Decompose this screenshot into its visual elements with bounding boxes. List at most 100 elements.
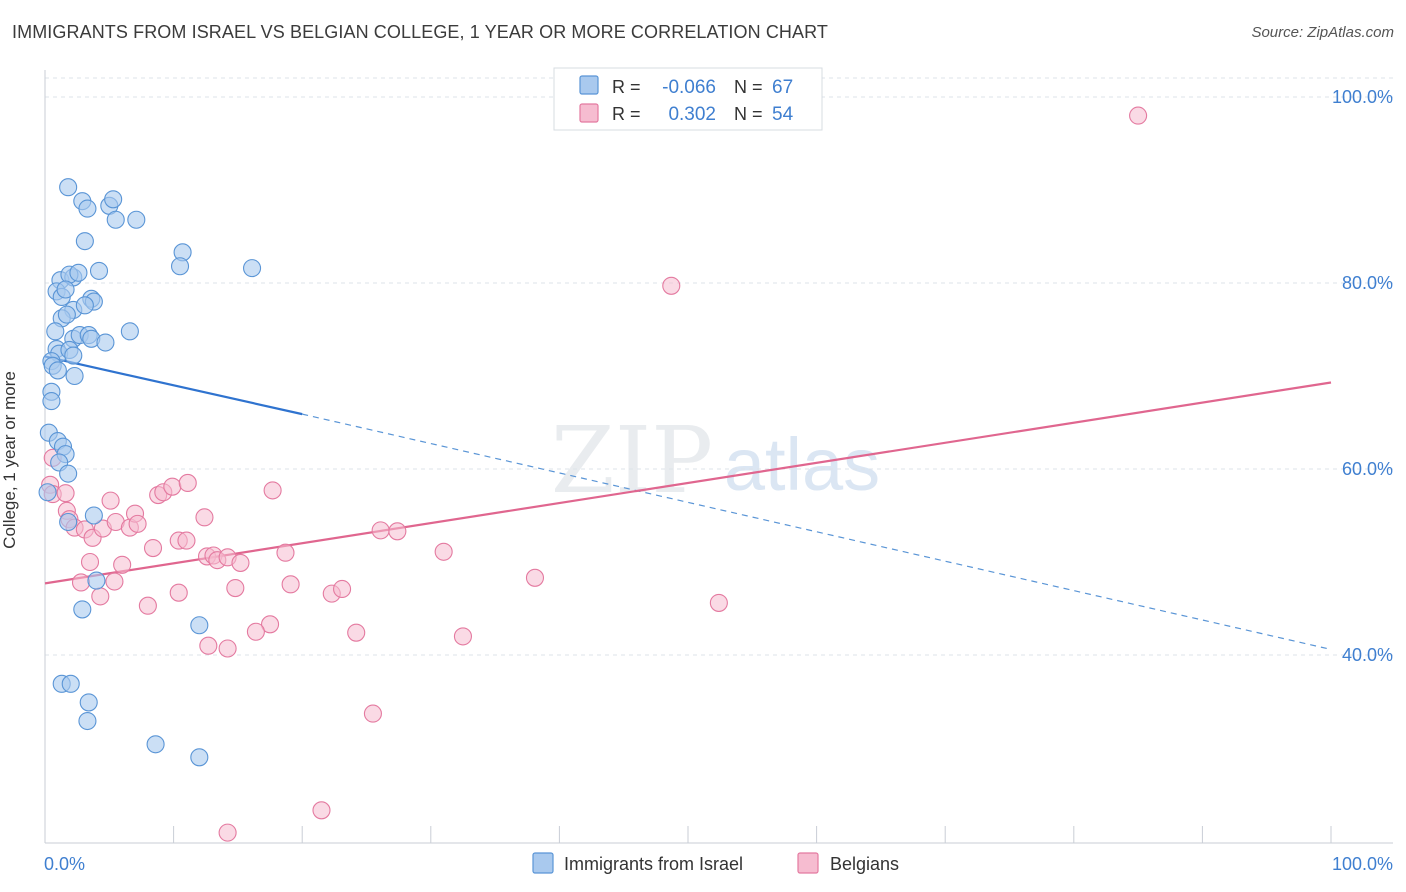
point-belgians-53 bbox=[453, 627, 473, 646]
point-belgians-25 bbox=[177, 531, 196, 550]
point-belgians-45 bbox=[333, 579, 352, 599]
bottom-legend-belgians: Belgians bbox=[830, 854, 899, 874]
point-belgians-43 bbox=[281, 575, 300, 594]
point-israel-59 bbox=[190, 748, 209, 767]
point-belgians-32 bbox=[371, 521, 390, 540]
point-belgians-5 bbox=[56, 484, 75, 503]
point-belgians-37 bbox=[105, 572, 124, 591]
point-belgians-40 bbox=[138, 596, 157, 615]
point-israel-0 bbox=[59, 178, 78, 197]
point-israel-10 bbox=[242, 259, 262, 278]
point-belgians-21 bbox=[195, 508, 214, 527]
point-israel-25 bbox=[46, 322, 65, 341]
point-israel-52 bbox=[73, 600, 92, 619]
point-belgians-42 bbox=[226, 578, 245, 598]
point-belgians-39 bbox=[91, 587, 110, 606]
point-israel-47 bbox=[59, 464, 78, 483]
point-belgians-49 bbox=[246, 622, 265, 641]
tick-labels: 40.0% 60.0% 80.0% 100.0% 0.0% 100.0% bbox=[44, 87, 1393, 874]
series-legend: Immigrants from Israel Belgians bbox=[532, 852, 899, 874]
point-belgians-38 bbox=[71, 573, 91, 592]
point-israel-7 bbox=[75, 232, 94, 251]
legend-n-label-1: N = bbox=[734, 77, 763, 97]
point-israel-2 bbox=[78, 199, 97, 218]
bottom-legend-israel: Immigrants from Israel bbox=[564, 854, 743, 874]
x-tick-label-1: 100.0% bbox=[1332, 854, 1393, 874]
point-belgians-33 bbox=[388, 522, 407, 541]
legend-n-value-1: 67 bbox=[772, 77, 793, 98]
point-israel-53 bbox=[190, 616, 209, 635]
bottom-swatch-belgians bbox=[797, 852, 819, 874]
point-israel-4 bbox=[104, 190, 123, 209]
y-tick-label-1: 60.0% bbox=[1342, 459, 1393, 479]
point-belgians-48 bbox=[260, 615, 280, 634]
trend-lines bbox=[44, 355, 1332, 651]
point-belgians-51 bbox=[218, 639, 237, 658]
point-israel-24 bbox=[57, 305, 76, 324]
point-belgians-31 bbox=[276, 543, 295, 562]
point-israel-39 bbox=[65, 366, 84, 386]
legend-swatch-belgians bbox=[579, 103, 599, 123]
point-israel-31 bbox=[96, 333, 115, 352]
y-tick-label-3: 100.0% bbox=[1332, 87, 1393, 107]
point-belgians-56 bbox=[218, 823, 237, 842]
point-belgians-0 bbox=[1129, 106, 1148, 125]
legend-r-value-1: -0.066 bbox=[662, 77, 716, 98]
legend-r-value-2: 0.302 bbox=[668, 104, 716, 125]
chart-title: IMMIGRANTS FROM ISRAEL VS BELGIAN COLLEG… bbox=[12, 22, 828, 42]
point-israel-22 bbox=[75, 296, 94, 315]
watermark-zip: ZIP bbox=[551, 407, 713, 514]
point-belgians-50 bbox=[199, 636, 218, 655]
bottom-swatch-israel bbox=[532, 852, 554, 874]
point-israel-51 bbox=[87, 571, 106, 590]
point-israel-6 bbox=[127, 210, 146, 229]
y-tick-label-2: 80.0% bbox=[1342, 273, 1393, 293]
point-israel-18 bbox=[56, 280, 75, 299]
point-belgians-46 bbox=[525, 568, 545, 587]
point-belgians-54 bbox=[363, 704, 382, 723]
trend-line-israel bbox=[44, 355, 303, 416]
legend-swatch-israel bbox=[579, 75, 599, 95]
legend-n-label-2: N = bbox=[734, 104, 763, 124]
point-belgians-36 bbox=[113, 555, 132, 574]
point-israel-48 bbox=[38, 483, 57, 502]
point-israel-50 bbox=[59, 512, 78, 532]
y-tick-label-0: 40.0% bbox=[1342, 645, 1393, 665]
point-belgians-30 bbox=[231, 553, 250, 572]
point-belgians-35 bbox=[80, 552, 100, 572]
point-belgians-19 bbox=[163, 477, 182, 496]
point-israel-57 bbox=[78, 711, 97, 731]
x-tick-label-0: 0.0% bbox=[44, 854, 85, 874]
israel-points bbox=[38, 178, 262, 767]
point-israel-41 bbox=[42, 392, 61, 411]
point-belgians-20 bbox=[178, 473, 197, 493]
point-belgians-34 bbox=[434, 542, 453, 561]
point-israel-14 bbox=[69, 263, 88, 282]
point-israel-38 bbox=[48, 361, 67, 380]
point-israel-15 bbox=[89, 261, 109, 280]
point-israel-56 bbox=[79, 693, 98, 712]
point-israel-5 bbox=[106, 210, 125, 229]
trend-line-belgians bbox=[44, 381, 1332, 585]
point-israel-35 bbox=[64, 346, 83, 365]
point-belgians-12 bbox=[101, 491, 120, 510]
source-label: Source: ZipAtlas.com bbox=[1251, 24, 1394, 41]
point-belgians-52 bbox=[347, 623, 366, 642]
point-israel-26 bbox=[120, 322, 139, 341]
point-belgians-1 bbox=[662, 276, 681, 295]
watermark: ZIP atlas bbox=[551, 407, 880, 514]
point-belgians-41 bbox=[169, 583, 188, 602]
legend-r-label-2: R = bbox=[612, 104, 641, 124]
belgians-points bbox=[41, 106, 1148, 842]
point-israel-49 bbox=[84, 506, 103, 525]
point-israel-9 bbox=[170, 257, 190, 276]
axes bbox=[44, 70, 1393, 844]
correlation-legend: R = -0.066 N = 67 R = 0.302 N = 54 bbox=[553, 67, 823, 131]
point-belgians-22 bbox=[263, 481, 282, 500]
point-belgians-23 bbox=[143, 538, 163, 558]
point-belgians-16 bbox=[128, 514, 147, 533]
point-israel-55 bbox=[61, 674, 80, 693]
legend-r-label-1: R = bbox=[612, 77, 641, 97]
point-belgians-55 bbox=[312, 801, 331, 820]
